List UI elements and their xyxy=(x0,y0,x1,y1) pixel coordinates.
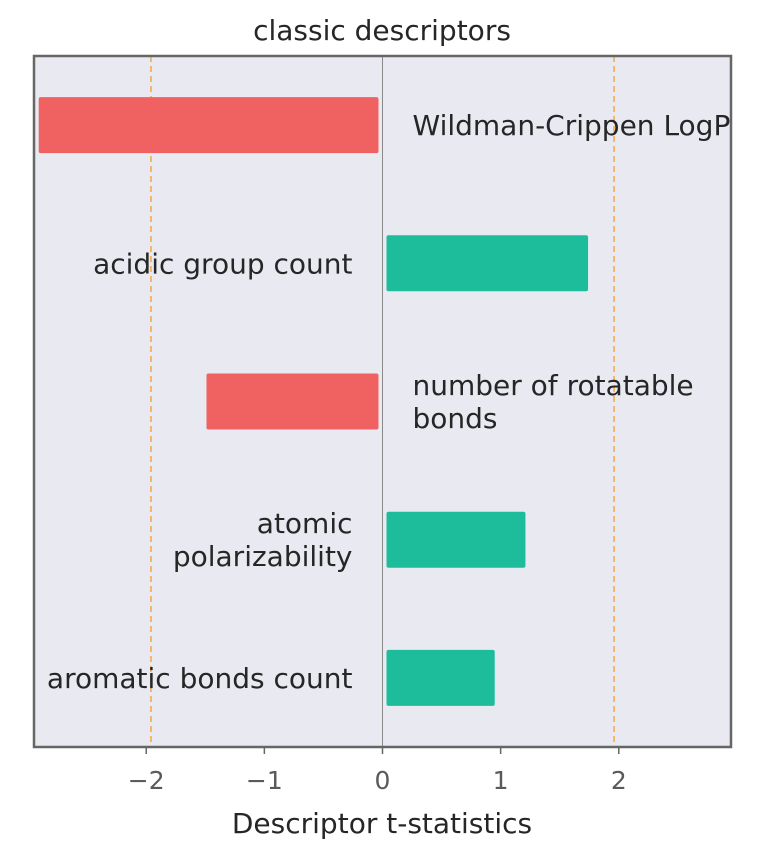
x-tick-label: 1 xyxy=(493,766,509,795)
bar-label: Wildman-Crippen LogP xyxy=(413,109,731,142)
x-axis-ticks: −2 −1 0 1 2 xyxy=(128,747,627,795)
x-tick-label: 2 xyxy=(611,766,627,795)
bar-label-line: number of rotatable xyxy=(413,369,694,402)
bar-label-line: bonds xyxy=(413,402,498,435)
bar-label: atomic polarizability xyxy=(173,507,353,573)
bar-label-line: acidic group count xyxy=(93,247,352,280)
bar-label-line: aromatic bonds count xyxy=(47,662,353,695)
bar-label-line: Wildman-Crippen LogP xyxy=(413,109,731,142)
bar-label: aromatic bonds count xyxy=(47,662,353,695)
bar xyxy=(206,373,379,430)
bar xyxy=(386,649,495,706)
chart-title: classic descriptors xyxy=(253,14,511,47)
bar-label-line: polarizability xyxy=(173,540,353,573)
bar xyxy=(386,511,526,568)
bar-label: acidic group count xyxy=(93,247,352,280)
bar-label-line: atomic xyxy=(257,507,353,540)
bars xyxy=(38,97,589,706)
bar xyxy=(386,235,589,292)
reference-lines xyxy=(150,56,615,747)
x-tick-label: 0 xyxy=(375,766,391,795)
x-axis-label: Descriptor t-statistics xyxy=(232,807,532,840)
bar-label: number of rotatable bonds xyxy=(413,369,694,435)
bar xyxy=(38,97,379,154)
x-tick-label: −1 xyxy=(246,766,283,795)
x-tick-label: −2 xyxy=(128,766,165,795)
bar-labels: Wildman-Crippen LogP acidic group count nu… xyxy=(47,109,730,695)
